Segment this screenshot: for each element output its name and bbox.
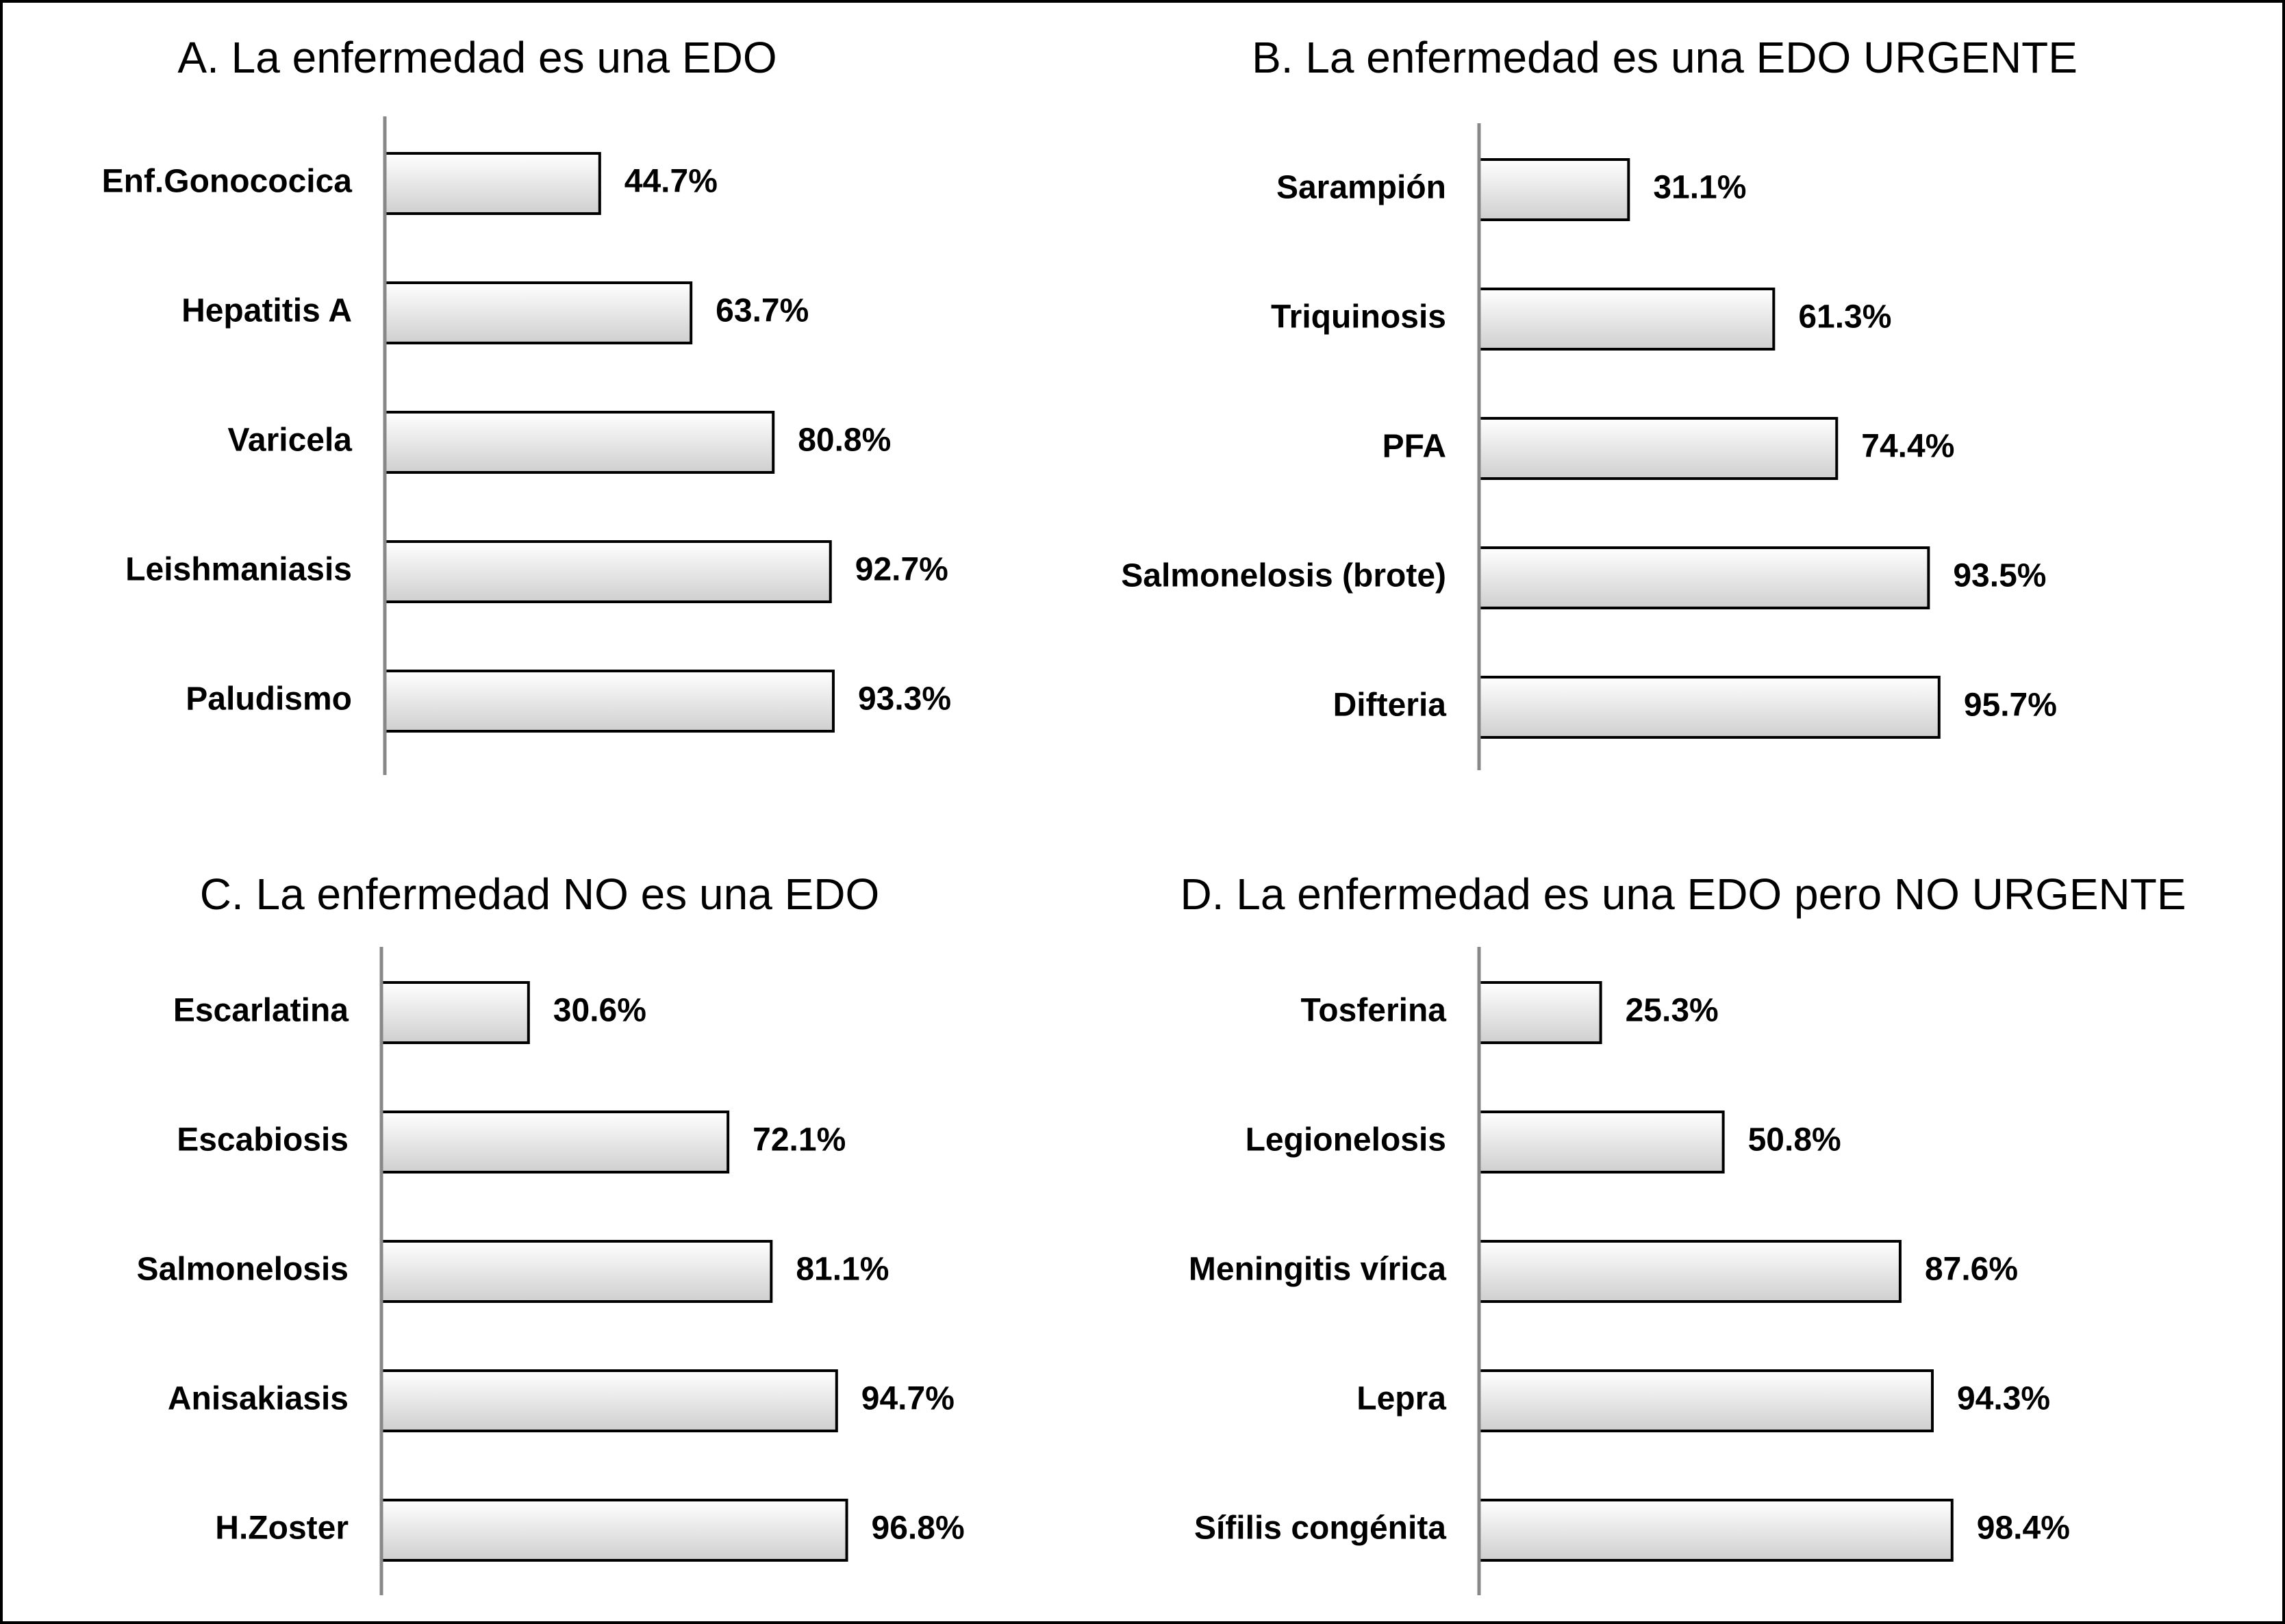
bar <box>1478 158 1630 221</box>
value-label: 93.3% <box>858 681 951 718</box>
bar <box>383 152 601 215</box>
category-label: Tosferina <box>1301 993 1447 1029</box>
value-label: 87.6% <box>1925 1252 2018 1288</box>
category-label: Difteria <box>1333 687 1447 724</box>
value-label: 81.1% <box>796 1252 889 1288</box>
bar <box>1478 676 1941 739</box>
category-label: Anisakiasis <box>168 1381 349 1417</box>
category-label: Varicela <box>228 422 353 459</box>
category-label: Lepra <box>1356 1381 1446 1417</box>
chart-title: A. La enfermedad es una EDO <box>177 33 777 82</box>
bar <box>380 1499 848 1562</box>
category-label: Meningitis vírica <box>1189 1252 1446 1288</box>
chart-title: D. La enfermedad es una EDO pero NO URGE… <box>1180 870 2186 919</box>
bar <box>380 1369 838 1432</box>
bar <box>1478 288 1776 351</box>
bar <box>1478 981 1602 1044</box>
value-label: 30.6% <box>553 993 646 1029</box>
bar <box>380 981 530 1044</box>
bar <box>1478 1369 1934 1432</box>
category-label: Escabiosis <box>177 1122 349 1158</box>
bar <box>383 281 693 344</box>
bar <box>383 670 835 733</box>
category-label: Hepatitis A <box>181 293 352 329</box>
bar <box>1478 1111 1725 1173</box>
category-label: Salmonelosis <box>137 1252 349 1288</box>
category-label: Escarlatina <box>173 993 349 1029</box>
bar <box>1478 546 1930 609</box>
value-label: 61.3% <box>1798 299 1891 335</box>
value-label: 31.1% <box>1653 170 1746 206</box>
value-label: 63.7% <box>716 293 809 329</box>
category-label: H.Zoster <box>215 1510 349 1547</box>
bar <box>1478 1499 1954 1562</box>
category-label: Triquinosis <box>1271 299 1446 335</box>
category-label: Salmonelosis (brote) <box>1121 558 1446 594</box>
value-label: 92.7% <box>855 552 948 588</box>
category-label: Sífilis congénita <box>1194 1510 1446 1547</box>
value-label: 93.5% <box>1953 558 2046 594</box>
chart-title: B. La enfermedad es una EDO URGENTE <box>1252 33 2078 82</box>
bar <box>380 1240 773 1303</box>
value-label: 96.8% <box>872 1510 965 1547</box>
value-label: 94.7% <box>861 1381 955 1417</box>
bar <box>1478 1240 1902 1303</box>
category-label: Enf.Gonococica <box>102 164 353 200</box>
value-label: 50.8% <box>1748 1122 1841 1158</box>
value-label: 25.3% <box>1626 993 1719 1029</box>
category-label: Sarampión <box>1276 170 1446 206</box>
value-label: 80.8% <box>798 422 891 459</box>
value-label: 44.7% <box>624 164 718 200</box>
chart-title: C. La enfermedad NO es una EDO <box>200 870 880 919</box>
category-label: Legionelosis <box>1246 1122 1446 1158</box>
category-label: PFA <box>1383 429 1446 465</box>
value-label: 74.4% <box>1861 429 1954 465</box>
category-label: Leishmaniasis <box>125 552 352 588</box>
value-label: 95.7% <box>1964 687 2057 724</box>
value-label: 72.1% <box>753 1122 846 1158</box>
value-label: 98.4% <box>1977 1510 2070 1547</box>
category-label: Paludismo <box>186 681 352 718</box>
bar <box>380 1111 730 1173</box>
value-label: 94.3% <box>1957 1381 2050 1417</box>
bar <box>1478 417 1839 480</box>
bar <box>383 540 832 603</box>
bar <box>383 411 775 474</box>
